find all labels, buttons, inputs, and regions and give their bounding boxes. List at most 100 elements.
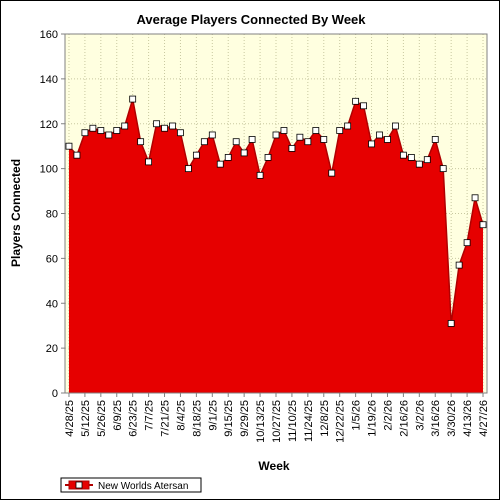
data-point xyxy=(288,145,296,152)
x-tick-label: 9/29/25 xyxy=(239,400,251,437)
x-tick-label: 9/1/25 xyxy=(207,400,219,431)
y-tick-label: 0 xyxy=(52,388,58,400)
data-point xyxy=(272,131,280,139)
x-tick-label: 8/18/25 xyxy=(191,400,203,437)
x-tick-label: 12/8/25 xyxy=(319,400,331,437)
data-point xyxy=(169,122,176,130)
x-tick-label: 4/27/26 xyxy=(478,400,490,437)
data-point xyxy=(73,151,81,159)
data-point xyxy=(423,156,431,164)
x-tick-label: 10/13/25 xyxy=(255,400,267,443)
x-tick-label: 1/5/26 xyxy=(351,400,363,431)
data-point xyxy=(89,124,97,132)
data-point xyxy=(328,169,336,177)
y-tick-label: 120 xyxy=(40,119,58,131)
x-tick-label: 6/23/25 xyxy=(128,400,140,437)
x-tick-label: 11/24/25 xyxy=(303,400,315,442)
x-tick-label: 7/21/25 xyxy=(160,400,172,437)
y-tick-label: 100 xyxy=(40,164,58,176)
y-axis-ticks: 0 20 40 60 80 100 120 140 160 xyxy=(40,29,65,400)
data-point xyxy=(360,102,367,110)
data-point xyxy=(455,261,463,269)
data-point xyxy=(145,158,153,166)
x-axis-ticks: 4/28/25 5/12/25 5/26/25 6/9/25 6/23/25 7/7/25… xyxy=(64,393,490,443)
x-axis-label: Week xyxy=(258,459,289,473)
data-point xyxy=(280,127,288,134)
data-point xyxy=(200,138,208,146)
data-point xyxy=(304,138,312,146)
y-tick-label: 80 xyxy=(46,209,58,221)
y-tick-label: 60 xyxy=(46,253,58,265)
y-tick-label: 40 xyxy=(46,298,58,310)
data-point xyxy=(368,140,375,148)
data-point xyxy=(129,95,137,103)
data-point xyxy=(153,120,160,128)
y-tick-label: 160 xyxy=(40,29,58,41)
data-point xyxy=(463,239,471,247)
x-tick-label: 4/13/26 xyxy=(462,400,474,437)
data-point xyxy=(384,136,391,143)
data-point xyxy=(392,122,399,130)
x-tick-label: 7/7/25 xyxy=(144,400,156,431)
data-point xyxy=(312,127,320,134)
y-tick-label: 20 xyxy=(46,343,58,355)
y-tick-label: 140 xyxy=(40,74,58,86)
data-point xyxy=(256,171,264,179)
data-point xyxy=(177,129,184,137)
chart-title: Average Players Connected By Week xyxy=(136,12,366,27)
data-point xyxy=(65,142,73,150)
data-point xyxy=(105,131,113,139)
data-point xyxy=(185,165,192,173)
data-point xyxy=(240,149,248,157)
data-point xyxy=(320,136,328,143)
marker-layer xyxy=(65,95,487,327)
data-point xyxy=(264,154,272,161)
data-point xyxy=(439,165,447,173)
data-point xyxy=(296,133,304,141)
data-point xyxy=(192,151,200,159)
legend-marker-icon xyxy=(75,481,83,489)
x-tick-label: 3/2/26 xyxy=(414,400,426,431)
legend-label: New Worlds Atersan xyxy=(98,481,188,492)
data-point xyxy=(399,151,407,159)
x-tick-label: 12/22/25 xyxy=(335,400,347,443)
data-point xyxy=(137,138,145,146)
data-point xyxy=(232,138,240,146)
x-tick-label: 3/16/26 xyxy=(430,400,442,437)
legend: New Worlds Atersan xyxy=(60,477,202,493)
data-point xyxy=(97,127,105,134)
data-point xyxy=(471,194,479,202)
data-point xyxy=(447,320,455,327)
x-tick-label: 4/28/25 xyxy=(64,400,76,437)
data-point xyxy=(208,131,216,139)
data-point xyxy=(336,127,344,134)
plot-border xyxy=(64,33,488,394)
x-tick-label: 10/27/25 xyxy=(271,400,283,443)
data-point xyxy=(216,160,224,168)
data-point xyxy=(344,122,352,130)
data-point xyxy=(352,97,360,105)
data-point xyxy=(415,160,423,168)
data-point xyxy=(376,131,383,139)
data-point xyxy=(161,124,168,132)
legend-box xyxy=(60,477,202,493)
x-tick-label: 6/9/25 xyxy=(112,400,124,431)
x-tick-label: 11/10/25 xyxy=(287,400,299,442)
x-tick-label: 1/19/26 xyxy=(367,400,379,437)
x-tick-label: 5/12/25 xyxy=(80,400,92,437)
x-tick-label: 2/2/26 xyxy=(382,400,394,431)
x-tick-label: 5/26/25 xyxy=(96,400,108,437)
data-point xyxy=(407,154,415,161)
data-point xyxy=(81,129,89,137)
data-point xyxy=(224,154,232,161)
data-point xyxy=(121,122,129,130)
data-point xyxy=(248,136,256,143)
y-axis-label: Players Connected xyxy=(9,159,23,267)
data-point xyxy=(431,136,439,143)
x-tick-label: 2/16/26 xyxy=(398,400,410,437)
data-point xyxy=(479,221,487,229)
x-tick-label: 9/15/25 xyxy=(223,400,235,437)
x-tick-label: 3/30/26 xyxy=(446,400,458,437)
